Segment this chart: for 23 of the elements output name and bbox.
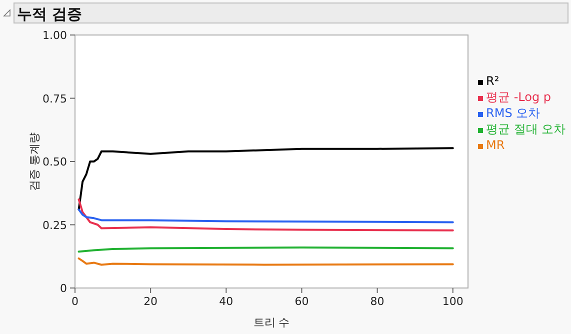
y-axis-title: 검증 통계량 [28,132,41,191]
line-series [78,257,454,266]
line-series [78,198,454,232]
x-tick-label: 80 [370,295,384,308]
y-tick-label: 1.00 [42,29,67,42]
x-tick-label: 100 [442,295,464,308]
legend-label: RMS 오차 [486,106,540,120]
line-series [78,208,454,224]
y-tick-label: 0 [60,282,67,295]
x-tick-label: 0 [72,295,78,308]
chart-title: 누적 검증 [17,5,82,23]
y-tick-label: 0.50 [42,156,67,168]
x-tick-label: 20 [144,295,158,308]
legend-label: 평균 -Log p [486,90,552,104]
x-tick-label: 60 [294,295,309,308]
x-axis-title: 트리 수 [253,316,290,329]
x-tick-label: 40 [219,295,234,308]
legend-label: 평균 절대 오차 [486,122,566,136]
line-series [78,147,454,211]
y-tick-label: 0.25 [42,218,67,232]
y-tick-label: 0.75 [42,92,67,106]
legend-label: MR [486,138,505,152]
legend-label: R² [486,74,500,88]
